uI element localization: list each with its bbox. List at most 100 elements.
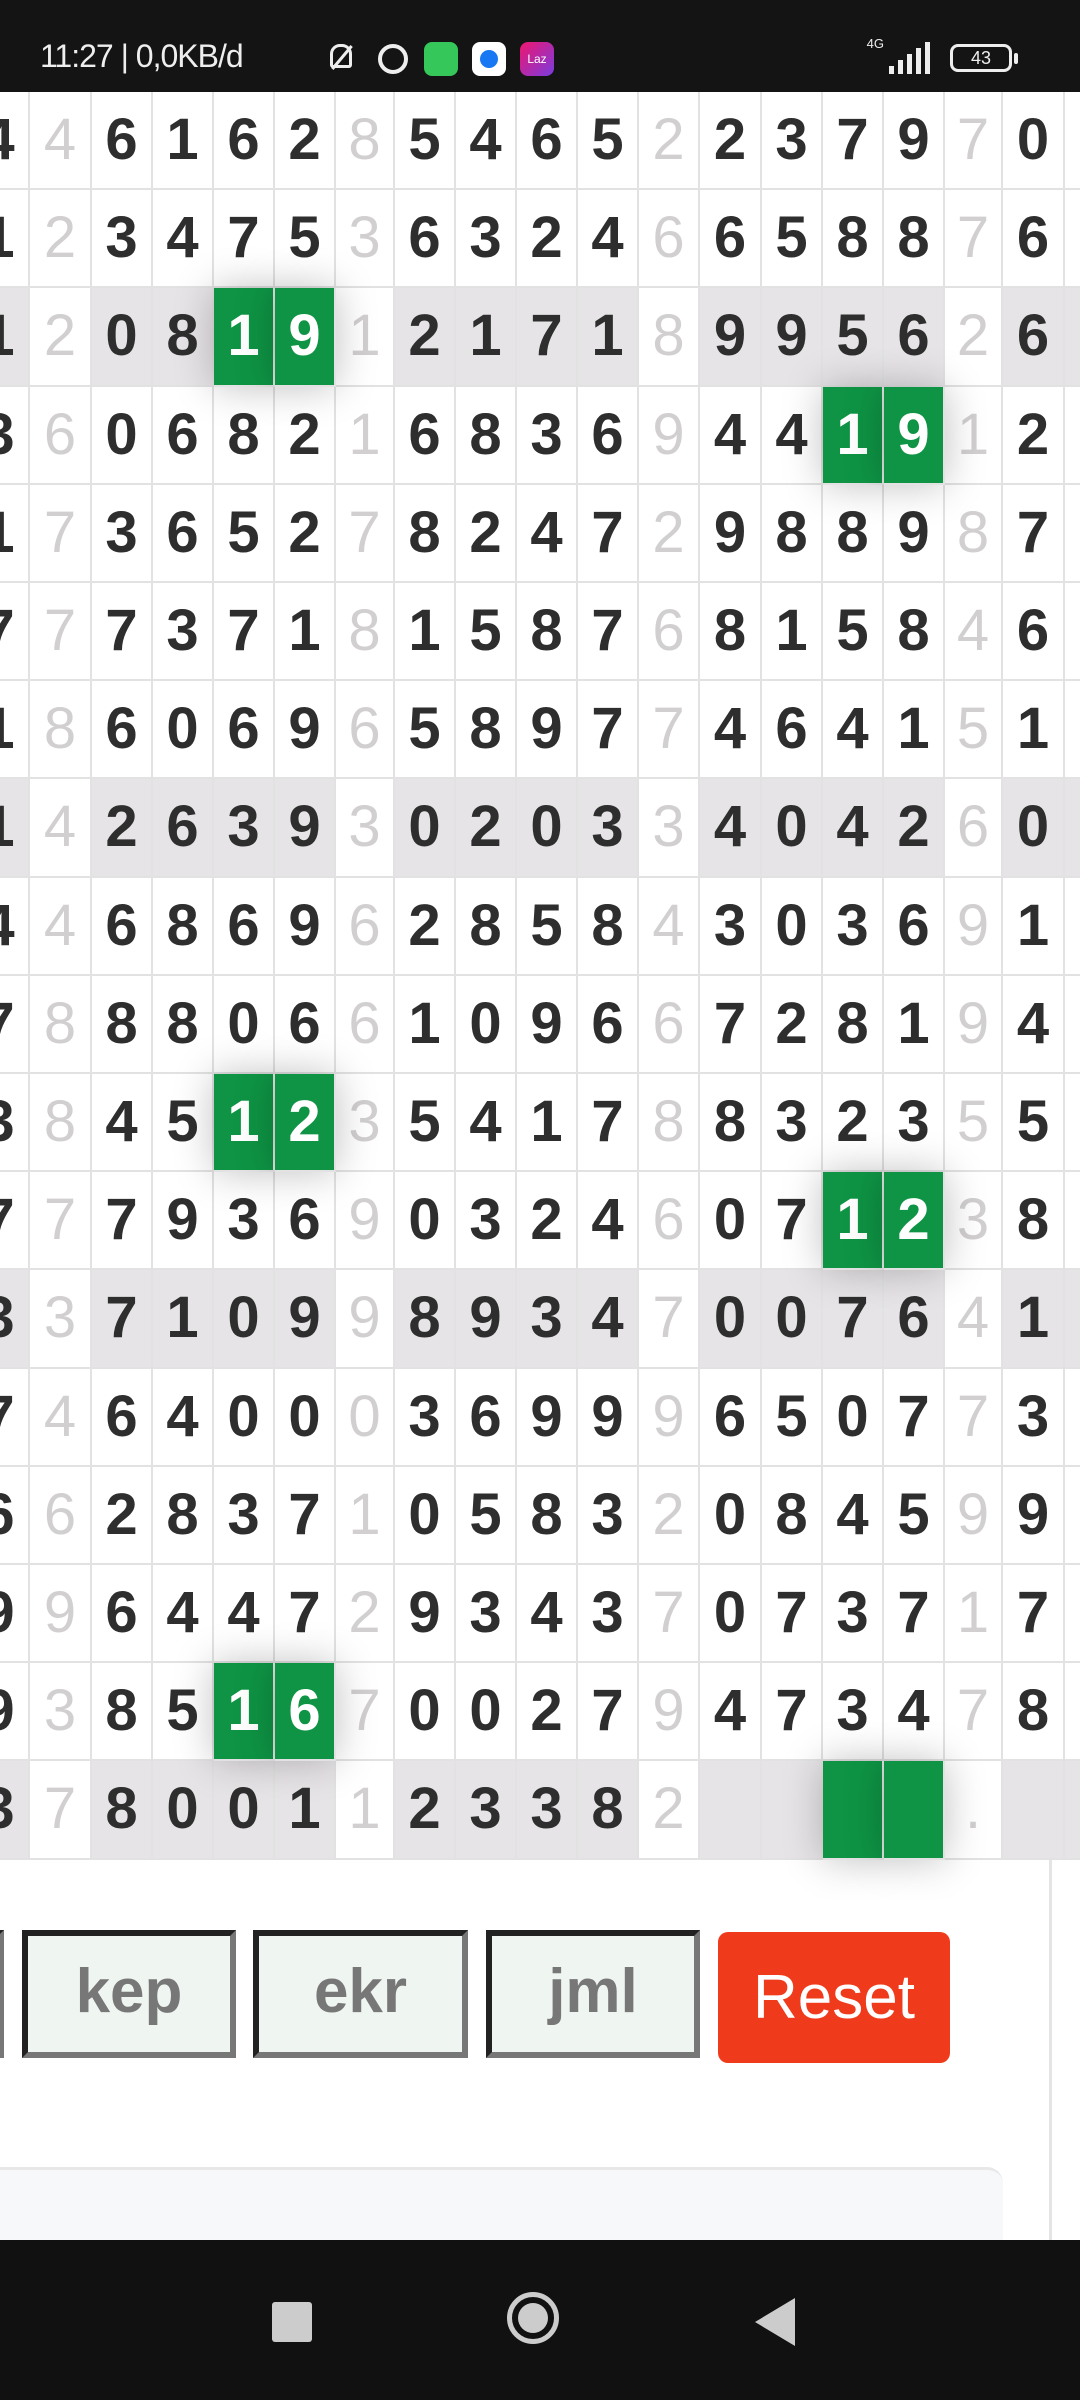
grid-cell[interactable] — [1065, 681, 1080, 780]
grid-cell[interactable]: 6 — [456, 1368, 517, 1467]
grid-cell[interactable]: 9 — [0, 1663, 30, 1762]
grid-cell[interactable] — [1065, 779, 1080, 878]
grid-cell[interactable]: 3 — [639, 779, 700, 878]
grid-cell[interactable]: 8 — [153, 1466, 214, 1565]
grid-cell[interactable]: 7 — [92, 583, 153, 682]
grid-cell[interactable] — [884, 1761, 945, 1860]
grid-cell[interactable]: 7 — [578, 484, 639, 583]
grid-cell[interactable]: 5 — [762, 1368, 823, 1467]
grid-cell[interactable]: 0 — [214, 1270, 275, 1369]
grid-cell[interactable]: 7 — [578, 1663, 639, 1762]
grid-cell[interactable]: 4 — [153, 1368, 214, 1467]
grid-cell[interactable]: 2 — [884, 779, 945, 878]
grid-cell[interactable]: 9 — [395, 1565, 456, 1664]
grid-cell[interactable]: 3 — [0, 1074, 30, 1173]
grid-cell[interactable]: 6 — [92, 877, 153, 976]
grid-cell[interactable]: 4 — [578, 190, 639, 289]
grid-cell[interactable]: 0 — [1003, 779, 1065, 878]
grid-cell[interactable]: 0 — [214, 975, 275, 1074]
grid-cell[interactable]: 2 — [395, 1761, 456, 1860]
grid-cell[interactable]: 6 — [700, 1368, 762, 1467]
grid-cell[interactable]: 7 — [762, 1565, 823, 1664]
grid-cell[interactable] — [1065, 1565, 1080, 1664]
grid-cell[interactable]: 7 — [1003, 1565, 1065, 1664]
grid-cell[interactable]: 3 — [456, 1761, 517, 1860]
grid-cell[interactable]: 2 — [456, 484, 517, 583]
grid-cell[interactable]: 0 — [517, 779, 578, 878]
grid-cell[interactable]: 9 — [517, 975, 578, 1074]
grid-cell[interactable]: 2 — [30, 190, 92, 289]
grid-cell[interactable]: 1 — [275, 1761, 336, 1860]
grid-cell[interactable]: 6 — [639, 190, 700, 289]
grid-cell[interactable]: 8 — [578, 877, 639, 976]
grid-cell[interactable]: 3 — [578, 779, 639, 878]
grid-cell[interactable]: 8 — [639, 288, 700, 387]
grid-cell[interactable]: 3 — [823, 1663, 884, 1762]
grid-cell[interactable]: 0 — [214, 1761, 275, 1860]
grid-cell[interactable]: 5 — [884, 1466, 945, 1565]
grid-cell[interactable]: 1 — [945, 1565, 1003, 1664]
grid-cell[interactable]: 4 — [639, 877, 700, 976]
grid-cell[interactable]: 3 — [456, 1172, 517, 1271]
grid-cell[interactable]: 6 — [639, 1172, 700, 1271]
grid-cell[interactable]: 4 — [0, 92, 30, 191]
grid-cell[interactable]: 0 — [456, 1663, 517, 1762]
grid-cell[interactable]: 7 — [639, 1565, 700, 1664]
grid-cell[interactable] — [1065, 1369, 1080, 1467]
grid-cell[interactable]: 9 — [884, 484, 945, 583]
grid-cell[interactable]: 1 — [395, 975, 456, 1074]
grid-cell[interactable]: 7 — [578, 1074, 639, 1173]
grid-cell[interactable]: 3 — [762, 1074, 823, 1173]
grid-cell[interactable]: 9 — [578, 1368, 639, 1467]
grid-cell[interactable]: 4 — [456, 92, 517, 191]
grid-cell[interactable]: 2 — [639, 92, 700, 191]
grid-cell[interactable]: 9 — [639, 386, 700, 485]
grid-cell[interactable]: 5 — [1003, 1074, 1065, 1173]
grid-cell[interactable]: 8 — [578, 1761, 639, 1860]
grid-cell[interactable]: 1 — [884, 975, 945, 1074]
grid-cell[interactable]: 3 — [823, 1565, 884, 1664]
grid-cell[interactable]: 6 — [395, 190, 456, 289]
grid-cell[interactable]: 8 — [395, 484, 456, 583]
grid-cell[interactable]: 8 — [456, 681, 517, 780]
grid-cell[interactable] — [1065, 1761, 1080, 1860]
grid-cell[interactable]: 8 — [153, 975, 214, 1074]
grid-cell[interactable]: 2 — [92, 1466, 153, 1565]
grid-cell[interactable]: 1 — [456, 288, 517, 387]
grid-cell[interactable]: 3 — [578, 1565, 639, 1664]
grid-cell[interactable]: 6 — [275, 975, 336, 1074]
grid-cell[interactable] — [1065, 190, 1080, 289]
grid-cell[interactable]: 8 — [823, 484, 884, 583]
grid-cell[interactable]: 3 — [1003, 1368, 1065, 1467]
grid-cell[interactable]: 5 — [762, 190, 823, 289]
back-icon[interactable] — [755, 2298, 795, 2346]
grid-cell[interactable]: 6 — [30, 1466, 92, 1565]
grid-cell[interactable]: 2 — [517, 190, 578, 289]
grid-cell[interactable]: 9 — [700, 484, 762, 583]
grid-cell[interactable]: 1 — [884, 681, 945, 780]
grid-cell[interactable] — [823, 1761, 884, 1860]
grid-cell[interactable]: 1 — [823, 386, 884, 485]
grid-cell[interactable]: 5 — [823, 583, 884, 682]
grid-cell[interactable]: 9 — [275, 877, 336, 976]
grid-cell[interactable]: 2 — [517, 1663, 578, 1762]
grid-cell[interactable]: 8 — [945, 484, 1003, 583]
grid-cell[interactable]: 1 — [153, 1270, 214, 1369]
grid-cell[interactable]: 3 — [92, 484, 153, 583]
grid-cell[interactable]: 8 — [336, 583, 395, 682]
grid-cell[interactable]: 7 — [884, 1565, 945, 1664]
grid-cell[interactable]: 6 — [92, 1368, 153, 1467]
grid-cell[interactable]: 2 — [762, 975, 823, 1074]
grid-cell[interactable] — [1065, 1074, 1080, 1173]
grid-cell[interactable]: 9 — [153, 1172, 214, 1271]
grid-cell[interactable]: 2 — [395, 877, 456, 976]
grid-cell[interactable]: 7 — [823, 1270, 884, 1369]
grid-cell[interactable]: 7 — [336, 484, 395, 583]
grid-cell[interactable]: 9 — [945, 975, 1003, 1074]
grid-cell[interactable]: 6 — [884, 1270, 945, 1369]
grid-cell[interactable]: 6 — [153, 779, 214, 878]
grid-cell[interactable]: 5 — [395, 92, 456, 191]
grid-cell[interactable]: 0 — [823, 1368, 884, 1467]
grid-cell[interactable]: 1 — [336, 1466, 395, 1565]
grid-cell[interactable]: 5 — [456, 583, 517, 682]
